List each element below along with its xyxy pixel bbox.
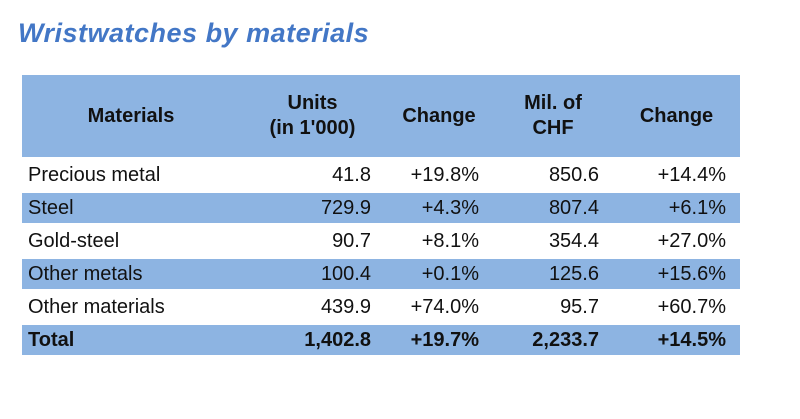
cell-units: 439.9 <box>240 289 385 322</box>
cell-chf: 95.7 <box>493 289 613 322</box>
cell-material: Precious metal <box>22 157 240 190</box>
cell-chf-change: +6.1% <box>613 190 740 223</box>
cell-units-change: +74.0% <box>385 289 493 322</box>
cell-material: Other materials <box>22 289 240 322</box>
cell-chf-change: +27.0% <box>613 223 740 256</box>
cell-units-change: +8.1% <box>385 223 493 256</box>
cell-material: Total <box>22 322 240 355</box>
cell-units: 729.9 <box>240 190 385 223</box>
column-header-chf: Mil. of CHF <box>493 75 613 157</box>
column-header-materials: Materials <box>22 75 240 157</box>
cell-units: 41.8 <box>240 157 385 190</box>
cell-material: Gold-steel <box>22 223 240 256</box>
materials-table: Materials Units (in 1'000) Change Mil. o… <box>22 75 740 355</box>
cell-units-change: +19.7% <box>385 322 493 355</box>
header-row: Materials Units (in 1'000) Change Mil. o… <box>22 75 740 157</box>
table-row-gold-steel: Gold-steel 90.7 +8.1% 354.4 +27.0% <box>22 223 740 256</box>
page-title: Wristwatches by materials <box>18 18 370 48</box>
column-header-units: Units (in 1'000) <box>240 75 385 157</box>
table-row-total: Total 1,402.8 +19.7% 2,233.7 +14.5% <box>22 322 740 355</box>
table-row-other-metals: Other metals 100.4 +0.1% 125.6 +15.6% <box>22 256 740 289</box>
cell-chf: 807.4 <box>493 190 613 223</box>
table-row-precious-metal: Precious metal 41.8 +19.8% 850.6 +14.4% <box>22 157 740 190</box>
cell-chf-change: +60.7% <box>613 289 740 322</box>
cell-chf: 850.6 <box>493 157 613 190</box>
table-header: Materials Units (in 1'000) Change Mil. o… <box>22 75 740 157</box>
cell-material: Steel <box>22 190 240 223</box>
cell-units-change: +19.8% <box>385 157 493 190</box>
table-row-other-materials: Other materials 439.9 +74.0% 95.7 +60.7% <box>22 289 740 322</box>
cell-units-change: +0.1% <box>385 256 493 289</box>
table-body: Precious metal 41.8 +19.8% 850.6 +14.4% … <box>22 157 740 355</box>
cell-material: Other metals <box>22 256 240 289</box>
cell-units: 100.4 <box>240 256 385 289</box>
cell-chf: 354.4 <box>493 223 613 256</box>
column-header-units-change: Change <box>385 75 493 157</box>
column-header-chf-change: Change <box>613 75 740 157</box>
cell-units-change: +4.3% <box>385 190 493 223</box>
cell-units: 90.7 <box>240 223 385 256</box>
cell-chf-change: +14.4% <box>613 157 740 190</box>
cell-chf: 125.6 <box>493 256 613 289</box>
cell-chf-change: +15.6% <box>613 256 740 289</box>
cell-chf-change: +14.5% <box>613 322 740 355</box>
cell-chf: 2,233.7 <box>493 322 613 355</box>
table-row-steel: Steel 729.9 +4.3% 807.4 +6.1% <box>22 190 740 223</box>
cell-units: 1,402.8 <box>240 322 385 355</box>
